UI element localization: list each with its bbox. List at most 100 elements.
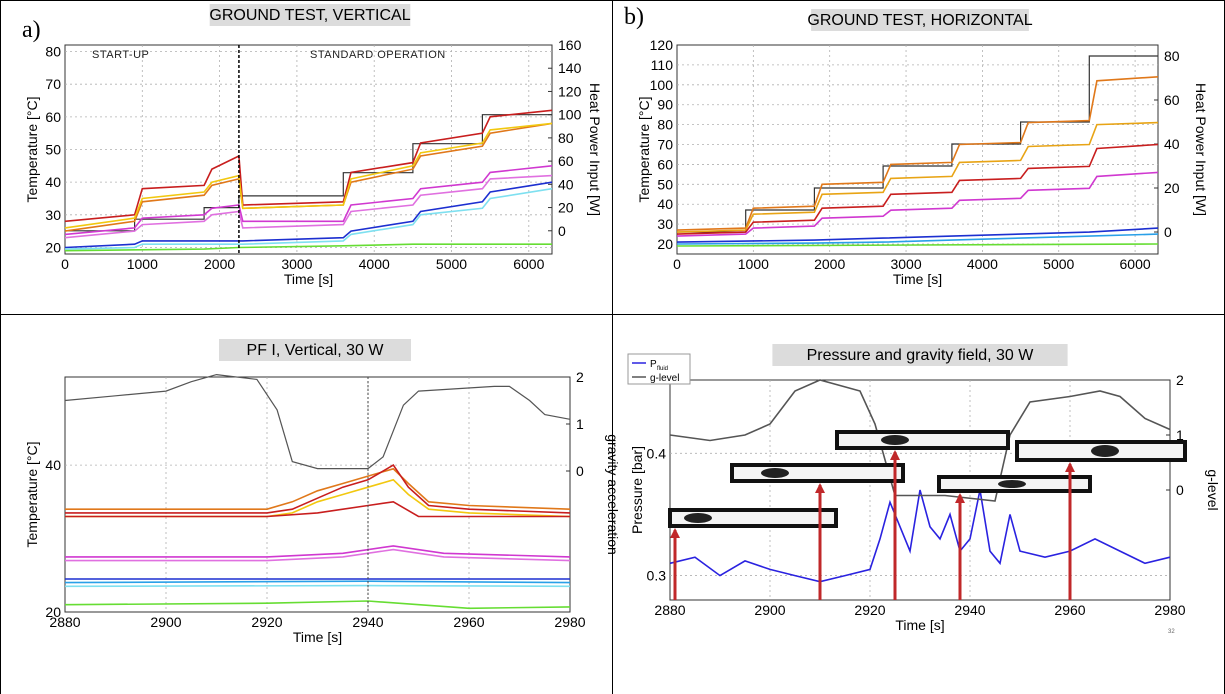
chart-title-bg bbox=[811, 9, 1029, 31]
series-line-3 bbox=[65, 478, 571, 518]
x-tick-label: 6000 bbox=[1120, 256, 1151, 272]
y2-axis-label: Heat Power Input [W] bbox=[587, 83, 603, 216]
chart-2: PF I, Vertical, 30 W 2880 2900 2920 2940 2960… bbox=[24, 339, 621, 645]
series-line-7 bbox=[64, 187, 553, 250]
x-tick-label: 2980 bbox=[554, 614, 585, 630]
x-axis-label: Time [s] bbox=[893, 271, 942, 287]
panel-label: a) bbox=[22, 17, 41, 43]
y2-axis-label: g-level bbox=[1205, 469, 1221, 510]
y-axis-label: Temperature [°C] bbox=[24, 442, 40, 548]
x-tick-label: 2880 bbox=[654, 602, 685, 618]
page-marker: 32 bbox=[1168, 629, 1175, 635]
y-tick-label: 0.4 bbox=[647, 445, 667, 461]
y-tick-label: 70 bbox=[657, 137, 673, 153]
series-line-1 bbox=[669, 379, 1171, 502]
series-line-5 bbox=[676, 227, 1159, 243]
pointer-arrow-head bbox=[1065, 462, 1075, 472]
chart-title-bg bbox=[209, 4, 411, 26]
flow-pattern-bubble bbox=[761, 468, 789, 478]
series-line-3 bbox=[676, 143, 1159, 235]
flow-pattern-bubble bbox=[881, 435, 909, 445]
y-tick-label: 20 bbox=[657, 236, 673, 252]
x-axis-label: Time [s] bbox=[284, 271, 333, 287]
x-tick-label: 2000 bbox=[814, 256, 845, 272]
x-tick-label: 2920 bbox=[854, 602, 885, 618]
x-tick-label: 3000 bbox=[281, 256, 312, 272]
y-tick-label: 120 bbox=[650, 37, 674, 53]
pointer-arrow-head bbox=[890, 450, 900, 460]
x-tick-label: 2880 bbox=[49, 614, 80, 630]
y-tick-label: 60 bbox=[657, 156, 673, 172]
flow-pattern-bubble bbox=[684, 513, 712, 523]
series-line-4 bbox=[676, 171, 1159, 237]
series-line-3 bbox=[64, 122, 553, 229]
x-tick-label: 0 bbox=[61, 256, 69, 272]
plot-area bbox=[64, 376, 571, 613]
table-border-center bbox=[612, 0, 613, 694]
y2-tick-label: 2 bbox=[1176, 372, 1184, 388]
pointer-arrow-head bbox=[955, 493, 965, 503]
series-line-4 bbox=[65, 500, 570, 518]
x-tick-label: 2980 bbox=[1154, 602, 1185, 618]
y2-tick-label: 160 bbox=[558, 37, 582, 53]
x-tick-label: 2960 bbox=[453, 614, 484, 630]
y-tick-label: 80 bbox=[45, 44, 61, 60]
y2-tick-label: 0 bbox=[1176, 482, 1184, 498]
y2-tick-label: 60 bbox=[1164, 92, 1180, 108]
y2-tick-label: 140 bbox=[558, 60, 582, 76]
y-tick-label: 80 bbox=[657, 117, 673, 133]
series-line-9 bbox=[64, 584, 571, 588]
x-tick-label: 2940 bbox=[352, 614, 383, 630]
y2-tick-label: 1 bbox=[1176, 427, 1184, 443]
x-tick-label: 5000 bbox=[1043, 256, 1074, 272]
panel-label: b) bbox=[624, 4, 644, 30]
y-axis-label: Temperature [°C] bbox=[636, 97, 652, 203]
series-line-6 bbox=[64, 181, 553, 249]
series-line-0 bbox=[65, 114, 552, 232]
x-tick-label: 2960 bbox=[1054, 602, 1085, 618]
y-tick-label: 30 bbox=[657, 216, 673, 232]
series-line-2 bbox=[676, 121, 1159, 233]
series-line-8 bbox=[64, 243, 552, 252]
x-tick-label: 2940 bbox=[954, 602, 985, 618]
y2-tick-label: 1 bbox=[576, 416, 584, 432]
series-line-0 bbox=[669, 489, 1171, 583]
plot-area bbox=[676, 44, 1159, 255]
series-line-1 bbox=[676, 76, 1159, 231]
y2-axis-label: gravity acceleration bbox=[605, 434, 621, 555]
x-tick-label: 4000 bbox=[967, 256, 998, 272]
y2-tick-label: 80 bbox=[1164, 48, 1180, 64]
y2-tick-label: 0 bbox=[576, 463, 584, 479]
chart-3: Pressure and gravity field, 30 W 2880 2900… bbox=[627, 344, 1221, 635]
series-line-0 bbox=[64, 373, 571, 470]
y2-tick-label: 80 bbox=[558, 130, 574, 146]
series-line-1 bbox=[65, 467, 571, 511]
series-line-5 bbox=[64, 174, 553, 239]
pointer-arrow-head bbox=[670, 528, 680, 538]
series-line-7 bbox=[676, 243, 1159, 247]
series-line-4 bbox=[64, 165, 553, 236]
y-tick-label: 30 bbox=[45, 207, 61, 223]
flow-pattern-channel bbox=[734, 467, 901, 479]
chart-title-bg bbox=[219, 339, 411, 361]
y-tick-label: 40 bbox=[45, 457, 61, 473]
flow-pattern-channel bbox=[839, 434, 1006, 446]
x-tick-label: 3000 bbox=[890, 256, 921, 272]
y2-tick-label: 100 bbox=[558, 107, 582, 123]
x-tick-label: 2000 bbox=[204, 256, 235, 272]
y2-tick-label: 20 bbox=[1164, 180, 1180, 196]
table-border-left bbox=[0, 0, 1, 694]
x-tick-label: 5000 bbox=[436, 256, 467, 272]
y-axis-label: Temperature [°C] bbox=[24, 97, 40, 203]
legend-box bbox=[627, 353, 691, 385]
y-tick-label: 110 bbox=[651, 57, 674, 73]
annotation-standard-operation: STANDARD OPERATION bbox=[310, 49, 446, 61]
y-tick-label: 70 bbox=[45, 76, 61, 92]
y-tick-label: 50 bbox=[45, 142, 61, 158]
x-tick-label: 2900 bbox=[150, 614, 181, 630]
x-axis-label: Time [s] bbox=[895, 617, 944, 633]
